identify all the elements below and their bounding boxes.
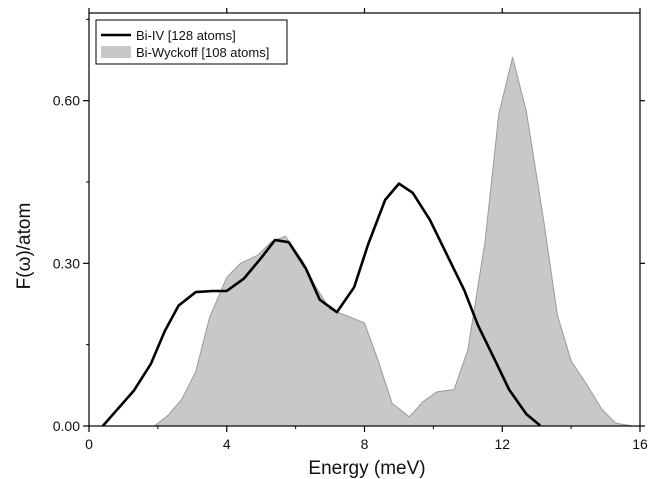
y-tick-label: 0.30 — [53, 255, 80, 271]
x-axis-title: Energy (meV) — [308, 458, 425, 479]
y-tick-label: 0.00 — [53, 418, 80, 434]
x-tick-label: 12 — [494, 436, 510, 452]
axes: 0 4 8 12 16 0.00 0.30 0.60 — [53, 8, 648, 452]
legend: Bi-IV [128 atoms] Bi-Wyckoff [108 atoms] — [95, 19, 288, 65]
plot-area — [101, 57, 634, 427]
series-line-bi-iv-128-atoms — [101, 182, 541, 427]
x-tick-label: 8 — [361, 436, 369, 452]
series-area-bi-wyckoff-108-atoms — [152, 57, 634, 427]
y-tick-label: 0.60 — [53, 93, 80, 109]
y-axis-title: F(ω)/atom — [14, 203, 35, 290]
x-tick-label: 16 — [632, 436, 648, 452]
x-tick-label: 4 — [223, 436, 231, 452]
legend-label-bi-wyckoff: Bi-Wyckoff [108 atoms] — [136, 45, 269, 60]
legend-swatch-bi-wyckoff — [101, 46, 131, 58]
legend-label-bi-iv: Bi-IV [128 atoms] — [136, 28, 236, 43]
x-tick-label: 0 — [85, 436, 93, 452]
